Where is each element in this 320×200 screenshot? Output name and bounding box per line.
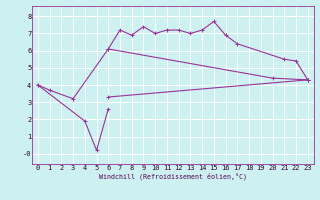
X-axis label: Windchill (Refroidissement éolien,°C): Windchill (Refroidissement éolien,°C) (99, 172, 247, 180)
